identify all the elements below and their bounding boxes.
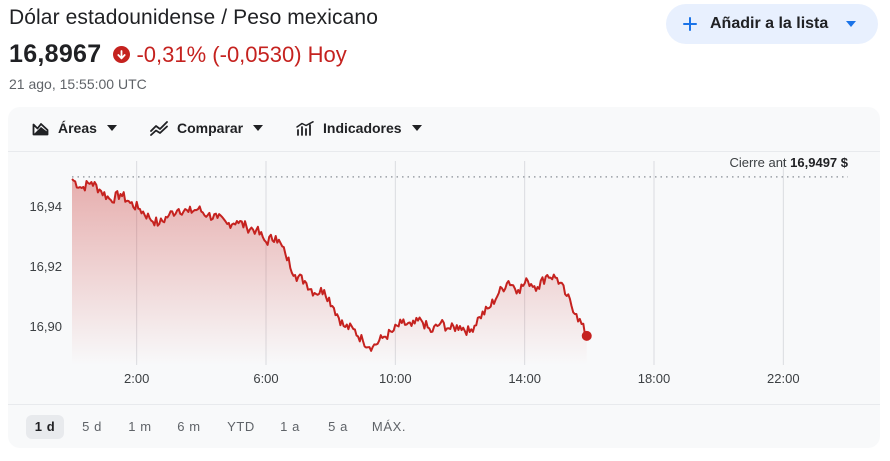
price-area-fill [72, 179, 587, 365]
chevron-down-icon [846, 21, 857, 27]
x-tick-label: 6:00 [253, 371, 278, 386]
x-tick-label: 18:00 [638, 371, 671, 386]
chart-type-button[interactable]: Áreas [32, 120, 117, 136]
change-text: -0,31% (-0,0530) Hoy [136, 41, 347, 67]
chevron-down-icon [253, 125, 264, 131]
plus-icon [683, 17, 697, 31]
range-5-a[interactable]: 5 a [328, 419, 348, 434]
compare-icon [150, 120, 168, 136]
indicators-button[interactable]: Indicadores [296, 120, 422, 136]
y-tick-label: 16,90 [29, 319, 62, 334]
x-tick-label: 10:00 [379, 371, 412, 386]
range-5-d[interactable]: 5 d [82, 419, 102, 434]
previous-close-label: Cierre ant 16,9497 $ [729, 155, 848, 170]
pair-title: Dólar estadounidense / Peso mexicano [9, 6, 378, 29]
last-price-dot [581, 330, 592, 341]
time-range-selector: 1 d 5 d 1 m 6 m YTD 1 a 5 a MÁX. [8, 404, 880, 448]
range-6-m[interactable]: 6 m [177, 419, 201, 434]
y-tick-label: 16,92 [29, 259, 62, 274]
arrow-down-icon [113, 46, 131, 63]
x-tick-label: 22:00 [767, 371, 800, 386]
chart-type-label: Áreas [58, 120, 97, 136]
compare-button[interactable]: Comparar [150, 120, 264, 136]
indicators-icon [296, 120, 314, 136]
y-tick-label: 16,94 [29, 199, 62, 214]
chart-toolbar: Áreas Comparar Indicadores [8, 107, 880, 152]
quote-timestamp: 21 ago, 15:55:00 UTC [9, 76, 147, 92]
chevron-down-icon [106, 125, 117, 131]
range-1-d[interactable]: 1 d [26, 415, 64, 439]
x-tick-label: 2:00 [124, 371, 149, 386]
range-ytd[interactable]: YTD [227, 419, 255, 434]
current-price: 16,8967 [9, 40, 102, 68]
add-to-watchlist-label: Añadir a la lista [710, 15, 829, 32]
area-chart-icon [32, 122, 49, 135]
price-chart[interactable]: 2:00 6:00 10:00 14:00 18:00 22:00 16,90 16,92 16… [8, 153, 880, 403]
range-1-a[interactable]: 1 a [280, 419, 300, 434]
price-row: 16,8967 -0,31% (-0,0530) Hoy [9, 40, 347, 69]
range-1-m[interactable]: 1 m [128, 419, 152, 434]
price-line [71, 178, 588, 352]
price-change: -0,31% (-0,0530) Hoy [113, 41, 347, 68]
indicators-label: Indicadores [323, 120, 402, 136]
range-máx[interactable]: MÁX. [371, 419, 407, 434]
compare-label: Comparar [177, 120, 244, 136]
chevron-down-icon [411, 125, 422, 131]
x-tick-label: 14:00 [508, 371, 541, 386]
add-to-watchlist-button[interactable]: Añadir a la lista [666, 4, 878, 44]
chart-panel: Áreas Comparar Indicadores 2:00 6:00 10:00… [8, 107, 880, 448]
